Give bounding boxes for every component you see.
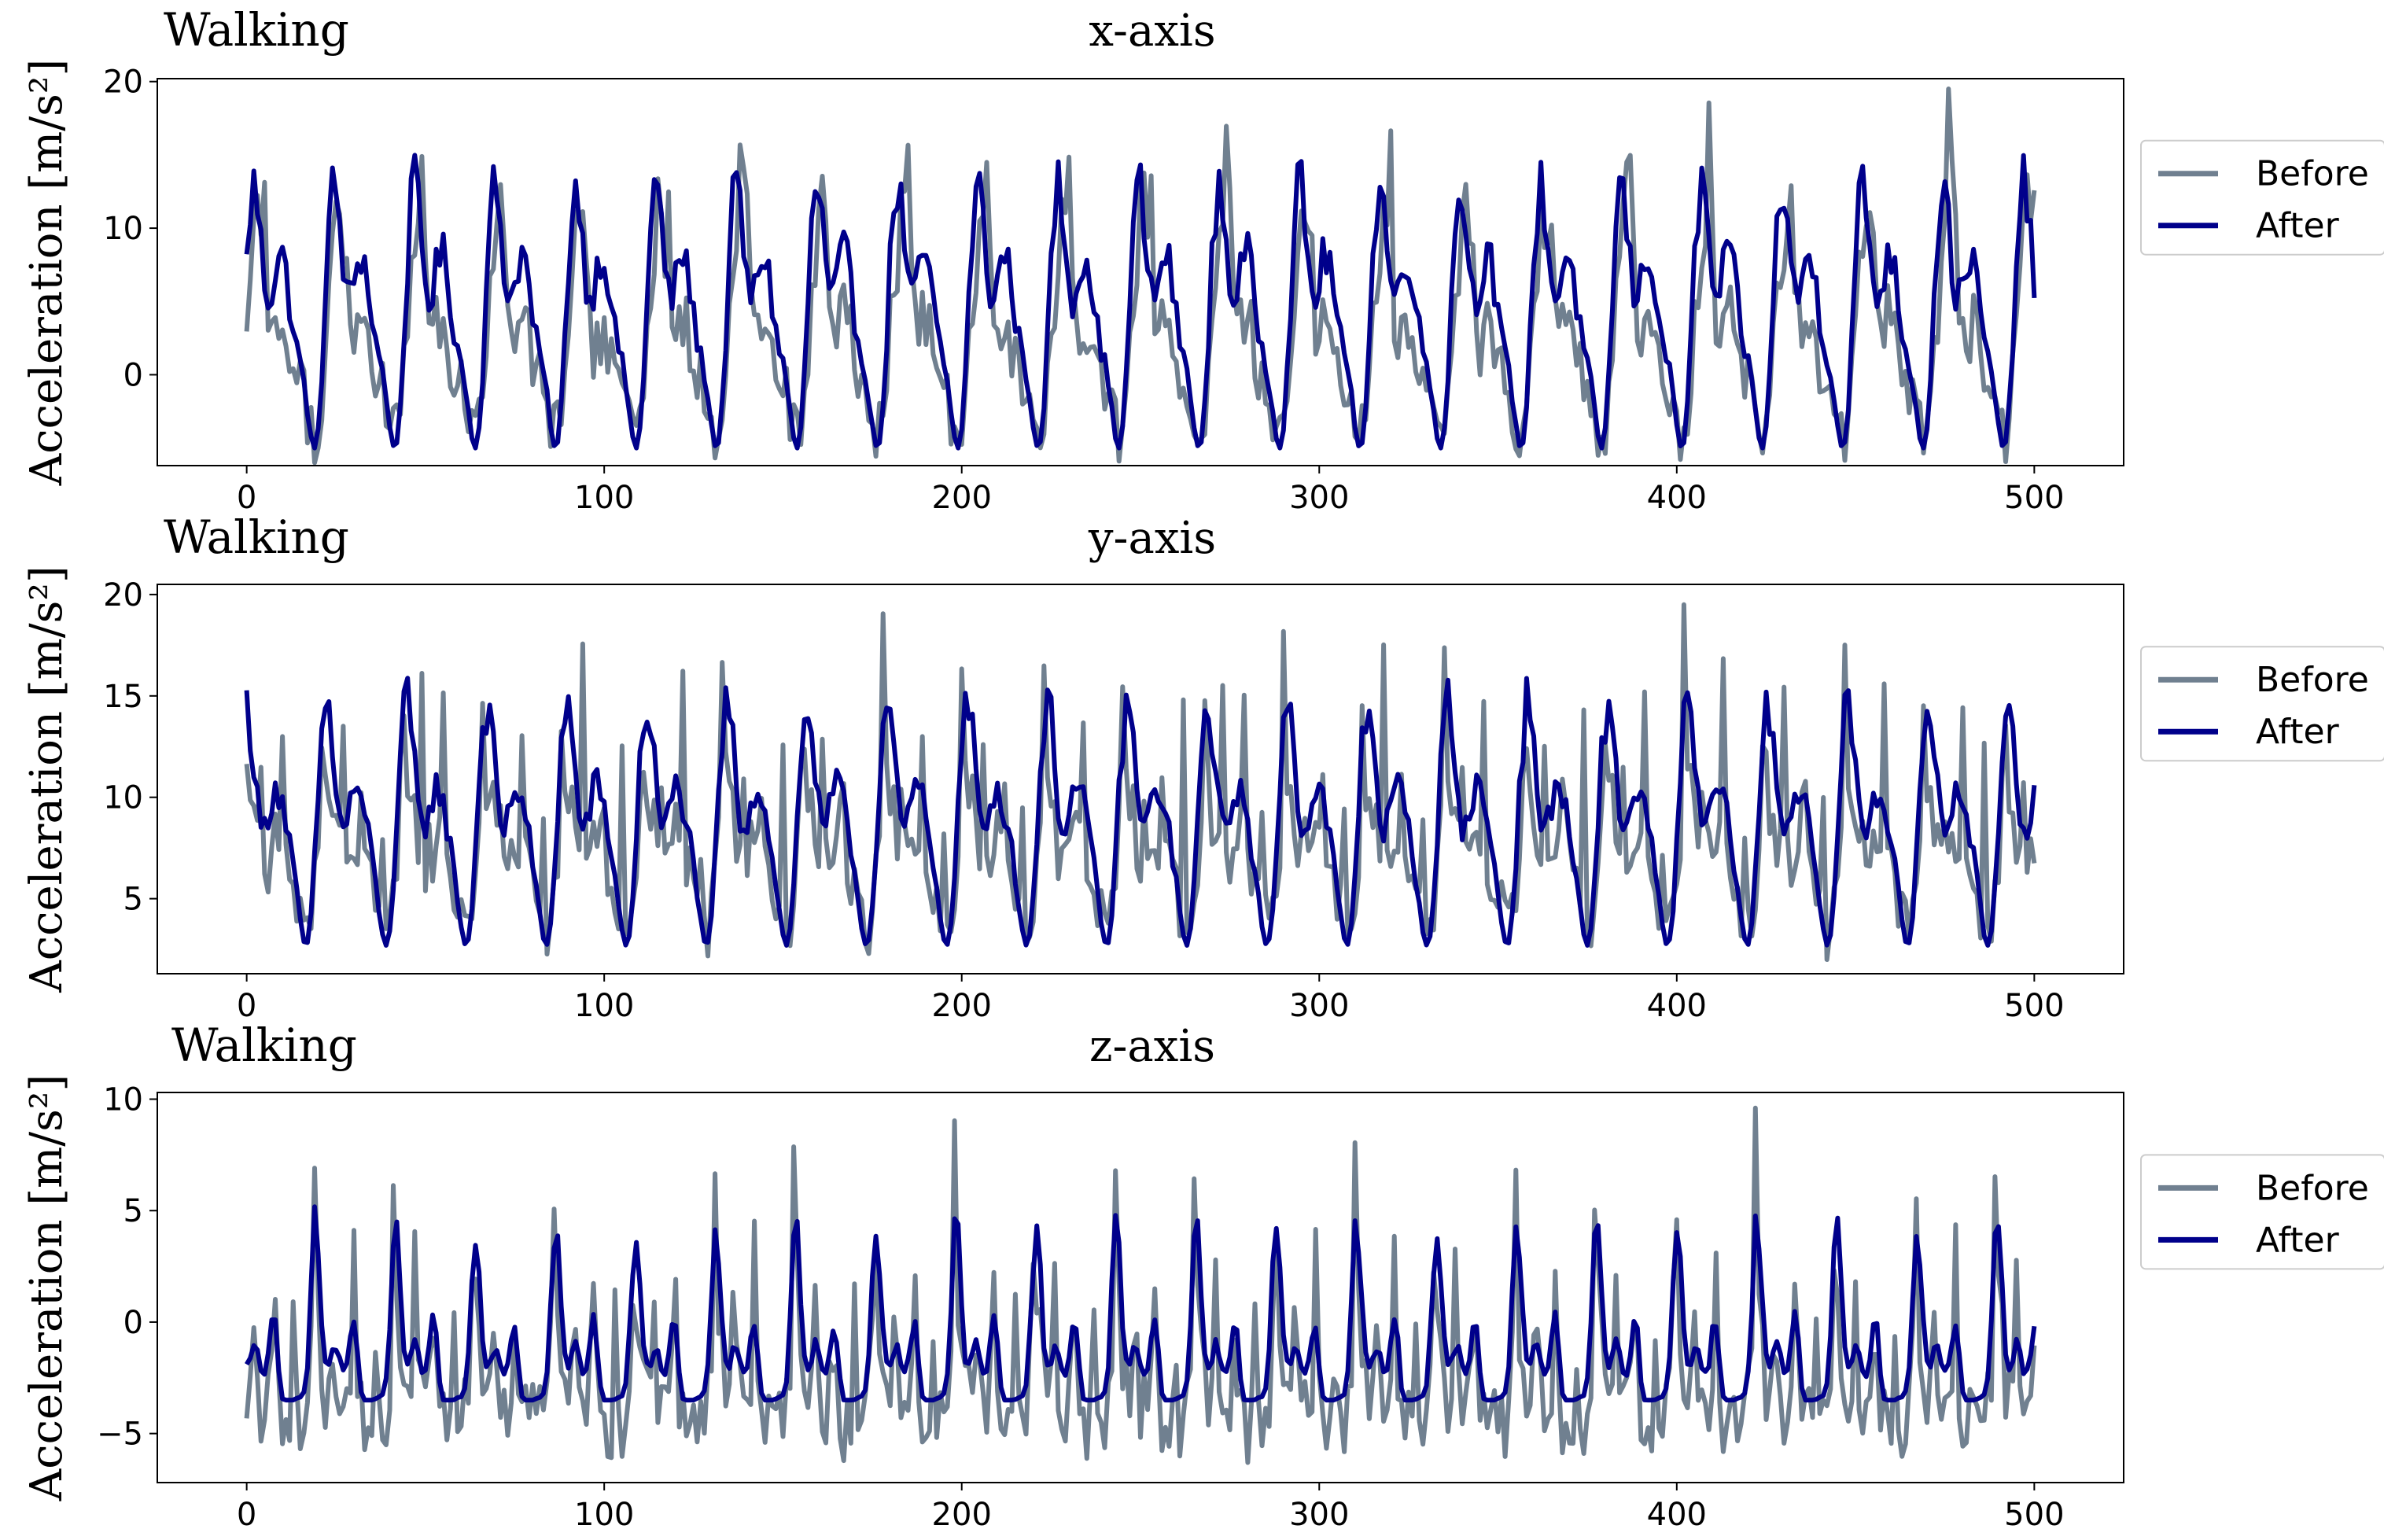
plot-frame bbox=[157, 1092, 2124, 1483]
x-tick-label: 200 bbox=[932, 988, 992, 1024]
legend-label-before: Before bbox=[2256, 660, 2369, 700]
y-axis-label: Acceleration [m/s²] bbox=[21, 566, 72, 993]
x-tick-label: 100 bbox=[574, 1497, 634, 1533]
x-tick-label: 100 bbox=[574, 988, 634, 1024]
legend-label-after: After bbox=[2256, 712, 2340, 752]
activity-label: Walking bbox=[171, 1019, 357, 1072]
legend-label-before: Before bbox=[2256, 1168, 2369, 1208]
x-tick-label: 400 bbox=[1647, 988, 1707, 1024]
legend: Before After bbox=[2140, 646, 2384, 762]
series-line-after bbox=[245, 1204, 2037, 1403]
series-line-after bbox=[244, 153, 2037, 451]
y-tick-label: 15 bbox=[103, 679, 143, 715]
series-line-before bbox=[244, 602, 2037, 962]
plot-frame bbox=[157, 78, 2124, 466]
chart-panel-2: 0 100 200 300 400 500 10 5 0 −5 Acceleration [m/s²… bbox=[21, 1019, 2384, 1533]
y-tick-label: 5 bbox=[123, 882, 143, 918]
x-tick-label: 300 bbox=[1289, 1497, 1349, 1533]
y-tick-label: −5 bbox=[97, 1417, 143, 1453]
legend: Before After bbox=[2140, 139, 2384, 256]
legend-label-after: After bbox=[2256, 206, 2340, 246]
y-tick-label: 5 bbox=[123, 1193, 143, 1229]
activity-label: Walking bbox=[164, 3, 349, 57]
series-line-before bbox=[244, 1105, 2037, 1465]
legend-label-before: Before bbox=[2256, 154, 2369, 194]
chart-panel-1: 0 100 200 300 400 500 20 15 10 5 Acceleration [m/s… bbox=[21, 510, 2384, 1024]
y-axis-label: Acceleration [m/s²] bbox=[21, 59, 72, 486]
y-axis-label: Acceleration [m/s²] bbox=[21, 1074, 72, 1501]
series-line-after bbox=[244, 676, 2037, 948]
y-tick-label: 10 bbox=[103, 211, 143, 247]
x-tick-label: 200 bbox=[932, 1497, 992, 1533]
chart-title: y-axis bbox=[1088, 513, 1216, 564]
y-tick-label: 10 bbox=[103, 780, 143, 816]
chart-title: z-axis bbox=[1089, 1021, 1215, 1072]
x-tick-label: 0 bbox=[237, 988, 256, 1024]
x-tick-label: 500 bbox=[2004, 988, 2064, 1024]
y-tick-label: 0 bbox=[123, 357, 143, 393]
legend-label-after: After bbox=[2256, 1220, 2340, 1260]
x-tick-label: 300 bbox=[1289, 988, 1349, 1024]
plot-frame bbox=[157, 584, 2124, 974]
x-tick-label: 500 bbox=[2004, 1497, 2064, 1533]
x-tick-label: 400 bbox=[1647, 480, 1707, 516]
x-tick-label: 0 bbox=[237, 1497, 256, 1533]
activity-label: Walking bbox=[164, 510, 349, 564]
y-tick-label: 0 bbox=[123, 1305, 143, 1341]
chart-title: x-axis bbox=[1089, 6, 1215, 57]
y-tick-label: 10 bbox=[103, 1082, 143, 1118]
x-tick-label: 0 bbox=[237, 480, 256, 516]
legend: Before After bbox=[2140, 1154, 2384, 1270]
x-tick-label: 300 bbox=[1289, 480, 1349, 516]
x-tick-label: 100 bbox=[574, 480, 634, 516]
x-tick-label: 500 bbox=[2004, 480, 2064, 516]
y-tick-label: 20 bbox=[103, 64, 143, 101]
y-tick-label: 20 bbox=[103, 577, 143, 613]
x-tick-label: 400 bbox=[1647, 1497, 1707, 1533]
x-tick-label: 200 bbox=[932, 480, 992, 516]
